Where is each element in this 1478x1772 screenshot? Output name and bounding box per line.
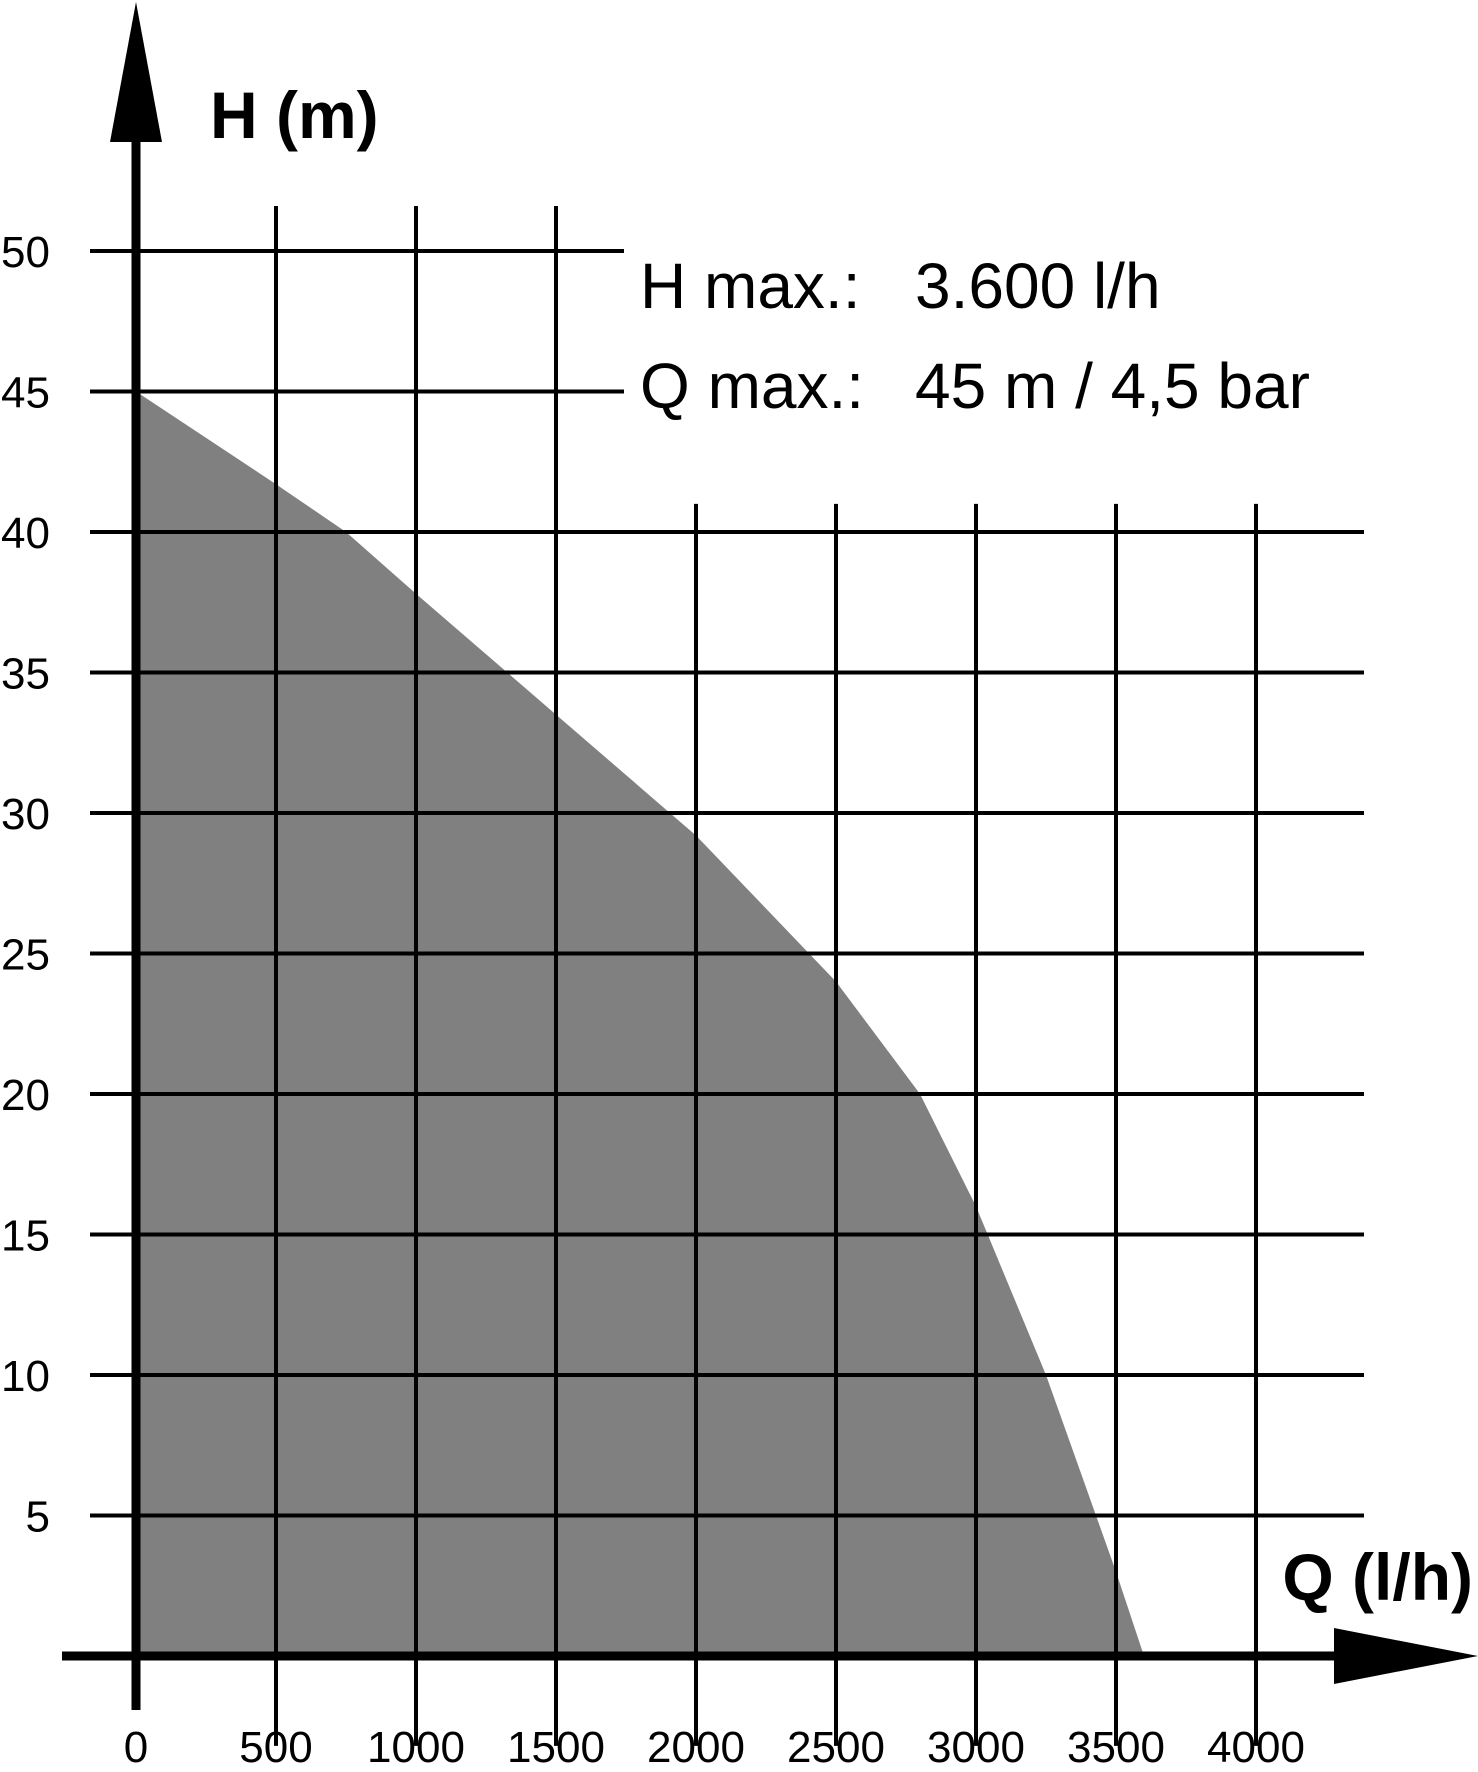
x-tick-label-2000: 2000 — [647, 1723, 745, 1772]
y-tick-label-45: 45 — [1, 369, 50, 418]
y-tick-label-40: 40 — [1, 509, 50, 558]
y-tick-label-5: 5 — [26, 1493, 50, 1542]
x-tick-label-1000: 1000 — [367, 1723, 465, 1772]
qmax-value: 45 m / 4,5 bar — [915, 350, 1310, 422]
info-box-background — [628, 232, 1318, 428]
performance-area — [136, 391, 1144, 1656]
y-tick-label-15: 15 — [1, 1212, 50, 1261]
x-axis-title: Q (l/h) — [1282, 1540, 1473, 1614]
hmax-value: 3.600 l/h — [915, 250, 1161, 322]
y-tick-label-10: 10 — [1, 1352, 50, 1401]
x-tick-label-500: 500 — [239, 1723, 312, 1772]
axis-layer — [62, 2, 1478, 1710]
x-tick-label-0: 0 — [124, 1723, 148, 1772]
x-tick-label-1500: 1500 — [507, 1723, 605, 1772]
y-axis-title: H (m) — [210, 78, 379, 152]
grid-layer — [90, 206, 1364, 1746]
x-axis-arrowhead — [1334, 1628, 1478, 1684]
x-tick-label-4000: 4000 — [1207, 1723, 1305, 1772]
qmax-label: Q max.: — [640, 350, 864, 422]
tick-label-layer: 0 500 1000 1500 2000 2500 3000 3500 4000 5 10 15 20 2… — [1, 228, 1305, 1772]
hmax-label: H max.: — [640, 250, 860, 322]
y-tick-label-30: 30 — [1, 790, 50, 839]
performance-area-layer — [136, 391, 1144, 1656]
y-tick-label-20: 20 — [1, 1071, 50, 1120]
y-tick-label-50: 50 — [1, 228, 50, 277]
x-tick-label-3500: 3500 — [1067, 1723, 1165, 1772]
y-tick-label-35: 35 — [1, 650, 50, 699]
x-tick-label-3000: 3000 — [927, 1723, 1025, 1772]
y-axis-arrowhead — [110, 2, 162, 142]
x-tick-label-2500: 2500 — [787, 1723, 885, 1772]
y-tick-label-25: 25 — [1, 931, 50, 980]
